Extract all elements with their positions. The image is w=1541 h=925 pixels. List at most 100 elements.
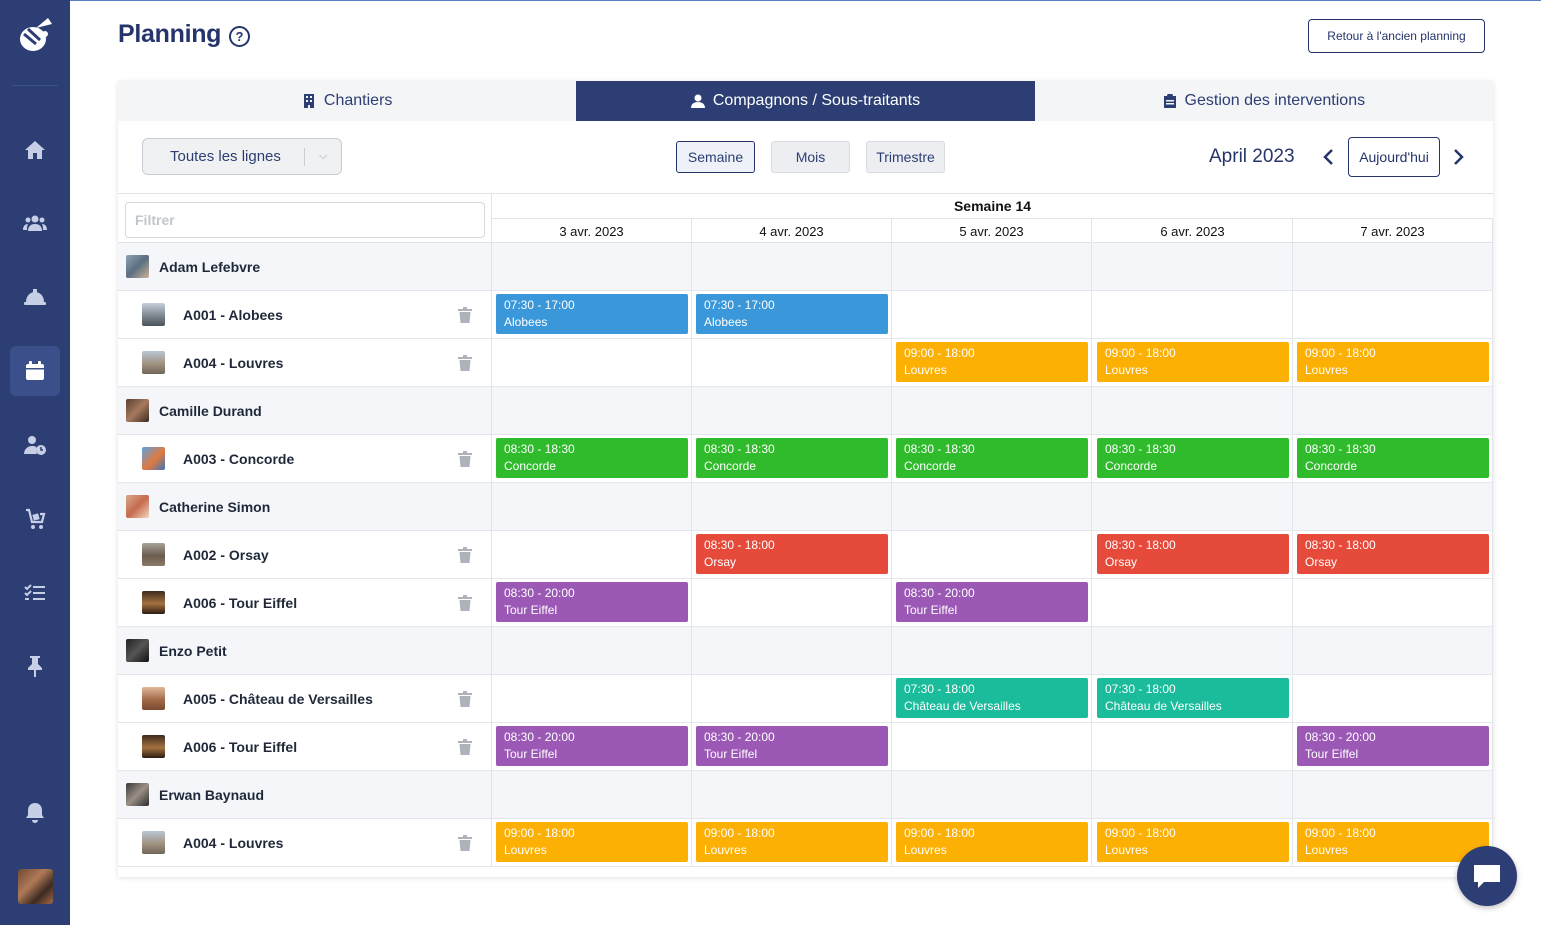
planning-event[interactable]: 07:30 - 17:00 Alobees	[496, 294, 688, 334]
next-arrow-icon[interactable]	[1449, 146, 1469, 168]
day-cell[interactable]	[892, 243, 1092, 290]
sidebar-item-pinned[interactable]	[10, 641, 60, 691]
day-cell[interactable]	[692, 387, 892, 434]
day-cell[interactable]: 09:00 - 18:00 Louvres	[1293, 339, 1493, 386]
prev-arrow-icon[interactable]	[1318, 146, 1338, 168]
day-cell[interactable]	[1093, 579, 1293, 626]
sidebar-item-planning[interactable]	[10, 346, 60, 396]
planning-event[interactable]: 08:30 - 18:30 Concorde	[1097, 438, 1289, 478]
day-cell[interactable]	[692, 339, 892, 386]
trash-icon[interactable]	[458, 834, 472, 851]
day-cell[interactable]	[892, 771, 1092, 818]
day-cell[interactable]: 08:30 - 18:30 Concorde	[492, 435, 692, 482]
day-cell[interactable]	[1093, 387, 1293, 434]
planning-event[interactable]: 09:00 - 18:00 Louvres	[896, 342, 1088, 382]
day-cell[interactable]	[692, 675, 892, 722]
sidebar-item-purchases[interactable]	[10, 494, 60, 544]
day-cell[interactable]	[1093, 627, 1293, 674]
planning-event[interactable]: 08:30 - 18:30 Concorde	[896, 438, 1088, 478]
day-cell[interactable]: 09:00 - 18:00 Louvres	[892, 819, 1092, 866]
day-cell[interactable]	[492, 771, 692, 818]
day-cell[interactable]	[892, 627, 1092, 674]
day-cell[interactable]	[692, 483, 892, 530]
day-cell[interactable]	[892, 387, 1092, 434]
day-cell[interactable]: 07:30 - 17:00 Alobees	[492, 291, 692, 338]
day-cell[interactable]: 08:30 - 18:00 Orsay	[692, 531, 892, 578]
day-cell[interactable]	[1293, 771, 1493, 818]
day-cell[interactable]: 07:30 - 17:00 Alobees	[692, 291, 892, 338]
day-cell[interactable]: 08:30 - 18:30 Concorde	[1093, 435, 1293, 482]
day-cell[interactable]	[692, 243, 892, 290]
planning-event[interactable]: 09:00 - 18:00 Louvres	[896, 822, 1088, 862]
planning-event[interactable]: 07:30 - 18:00 Château de Versailles	[896, 678, 1088, 718]
trash-icon[interactable]	[458, 450, 472, 467]
day-cell[interactable]: 09:00 - 18:00 Louvres	[492, 819, 692, 866]
sidebar-item-sites[interactable]	[10, 272, 60, 322]
planning-event[interactable]: 08:30 - 18:00 Orsay	[696, 534, 888, 574]
trash-icon[interactable]	[458, 306, 472, 323]
day-cell[interactable]: 09:00 - 18:00 Louvres	[1093, 339, 1293, 386]
trash-icon[interactable]	[458, 354, 472, 371]
day-cell[interactable]	[1093, 483, 1293, 530]
trash-icon[interactable]	[458, 738, 472, 755]
planning-event[interactable]: 08:30 - 18:00 Orsay	[1297, 534, 1489, 574]
day-cell[interactable]	[892, 291, 1092, 338]
day-cell[interactable]	[492, 627, 692, 674]
sidebar-item-tasks[interactable]	[10, 568, 60, 618]
today-button[interactable]: Aujourd'hui	[1348, 137, 1440, 177]
day-cell[interactable]: 08:30 - 20:00 Tour Eiffel	[892, 579, 1092, 626]
day-cell[interactable]	[1093, 243, 1293, 290]
planning-event[interactable]: 08:30 - 18:30 Concorde	[496, 438, 688, 478]
day-cell[interactable]	[1293, 291, 1493, 338]
tab-compagnons[interactable]: Compagnons / Sous-traitants	[576, 81, 1035, 121]
help-icon[interactable]: ?	[229, 26, 250, 47]
day-cell[interactable]	[692, 579, 892, 626]
sidebar-item-notifications[interactable]	[10, 788, 60, 838]
sidebar-item-team[interactable]	[10, 198, 60, 248]
line-filter-select[interactable]: Toutes les lignes ⌵	[142, 138, 342, 175]
day-cell[interactable]: 08:30 - 18:00 Orsay	[1293, 531, 1493, 578]
sidebar-item-attendance[interactable]	[10, 420, 60, 470]
planning-event[interactable]: 08:30 - 20:00 Tour Eiffel	[496, 582, 688, 622]
user-avatar[interactable]	[18, 869, 53, 904]
day-cell[interactable]	[1293, 579, 1493, 626]
planning-event[interactable]: 09:00 - 18:00 Louvres	[696, 822, 888, 862]
day-cell[interactable]	[492, 531, 692, 578]
day-cell[interactable]	[692, 771, 892, 818]
day-cell[interactable]	[492, 387, 692, 434]
filter-input[interactable]	[125, 202, 485, 238]
planning-event[interactable]: 09:00 - 18:00 Louvres	[1297, 342, 1489, 382]
planning-event[interactable]: 08:30 - 20:00 Tour Eiffel	[896, 582, 1088, 622]
planning-event[interactable]: 09:00 - 18:00 Louvres	[1097, 822, 1289, 862]
planning-event[interactable]: 09:00 - 18:00 Louvres	[1297, 822, 1489, 862]
day-cell[interactable]: 09:00 - 18:00 Louvres	[1293, 819, 1493, 866]
planning-event[interactable]: 07:30 - 17:00 Alobees	[696, 294, 888, 334]
day-cell[interactable]	[1293, 675, 1493, 722]
planning-event[interactable]: 09:00 - 18:00 Louvres	[1097, 342, 1289, 382]
planning-event[interactable]: 08:30 - 20:00 Tour Eiffel	[1297, 726, 1489, 766]
day-cell[interactable]	[492, 483, 692, 530]
day-cell[interactable]	[1293, 627, 1493, 674]
view-week-button[interactable]: Semaine	[676, 141, 755, 173]
day-cell[interactable]: 09:00 - 18:00 Louvres	[692, 819, 892, 866]
day-cell[interactable]: 08:30 - 18:30 Concorde	[892, 435, 1092, 482]
day-cell[interactable]: 08:30 - 18:30 Concorde	[1293, 435, 1493, 482]
planning-event[interactable]: 08:30 - 20:00 Tour Eiffel	[696, 726, 888, 766]
day-cell[interactable]	[1093, 291, 1293, 338]
day-cell[interactable]: 08:30 - 20:00 Tour Eiffel	[492, 579, 692, 626]
day-cell[interactable]	[892, 531, 1092, 578]
planning-event[interactable]: 08:30 - 18:30 Concorde	[696, 438, 888, 478]
sidebar-item-home[interactable]	[10, 125, 60, 175]
day-cell[interactable]: 08:30 - 18:30 Concorde	[692, 435, 892, 482]
trash-icon[interactable]	[458, 546, 472, 563]
logo-icon[interactable]	[14, 14, 56, 56]
day-cell[interactable]	[1293, 483, 1493, 530]
day-cell[interactable]	[892, 483, 1092, 530]
view-quarter-button[interactable]: Trimestre	[866, 141, 945, 173]
day-cell[interactable]	[692, 627, 892, 674]
planning-event[interactable]: 08:30 - 18:00 Orsay	[1097, 534, 1289, 574]
day-cell[interactable]: 08:30 - 20:00 Tour Eiffel	[1293, 723, 1493, 770]
trash-icon[interactable]	[458, 594, 472, 611]
day-cell[interactable]: 09:00 - 18:00 Louvres	[1093, 819, 1293, 866]
view-month-button[interactable]: Mois	[771, 141, 850, 173]
